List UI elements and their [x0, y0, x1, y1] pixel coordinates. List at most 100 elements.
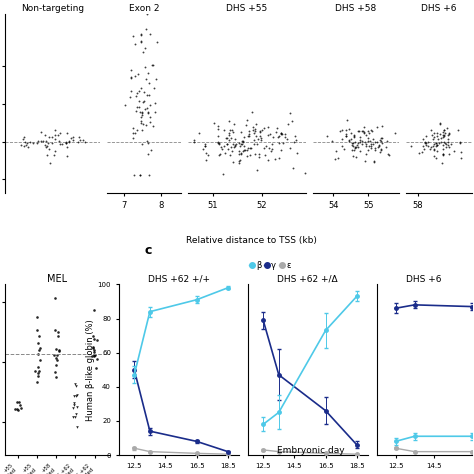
- Point: [269, 133, 276, 141]
- Point: [240, 142, 247, 150]
- Point: [255, 153, 263, 161]
- Point: [132, 108, 140, 115]
- Point: [367, 142, 375, 149]
- Point: [65, 137, 73, 145]
- Point: [121, 101, 129, 109]
- Point: [73, 392, 81, 399]
- Point: [138, 141, 146, 148]
- Point: [173, 135, 181, 142]
- Point: [62, 139, 70, 146]
- Legend: β, γ, ε: β, γ, ε: [246, 258, 294, 273]
- Point: [419, 143, 427, 150]
- Point: [144, 104, 151, 112]
- Point: [71, 401, 78, 409]
- Point: [440, 138, 447, 146]
- Point: [91, 346, 98, 354]
- Point: [227, 127, 234, 134]
- Point: [58, 140, 65, 147]
- Point: [35, 339, 42, 346]
- Point: [112, 137, 119, 144]
- Point: [264, 132, 272, 139]
- Point: [383, 137, 391, 145]
- Point: [35, 332, 43, 339]
- Point: [371, 138, 378, 146]
- Point: [235, 150, 242, 157]
- Point: [367, 145, 375, 152]
- Point: [65, 138, 73, 146]
- Point: [214, 138, 222, 146]
- Point: [450, 147, 457, 155]
- Point: [337, 128, 344, 135]
- Point: [376, 142, 383, 149]
- Point: [215, 151, 222, 159]
- Point: [430, 140, 438, 148]
- Point: [235, 158, 242, 165]
- Point: [350, 131, 358, 138]
- Point: [237, 150, 245, 157]
- Point: [374, 143, 382, 151]
- Point: [332, 155, 339, 163]
- Point: [348, 141, 356, 148]
- Point: [127, 74, 135, 82]
- Point: [150, 84, 158, 91]
- Point: [273, 124, 281, 131]
- Point: [41, 141, 49, 149]
- Point: [223, 141, 231, 148]
- Point: [430, 152, 438, 160]
- Point: [88, 352, 96, 360]
- Point: [264, 124, 272, 131]
- Point: [420, 145, 428, 153]
- Point: [260, 125, 268, 132]
- Point: [457, 154, 465, 161]
- Point: [439, 150, 447, 157]
- Point: [131, 40, 138, 47]
- Point: [286, 109, 293, 117]
- Point: [219, 170, 227, 178]
- Point: [241, 134, 248, 141]
- Point: [231, 142, 238, 149]
- Point: [90, 306, 98, 314]
- Point: [240, 146, 247, 154]
- Point: [378, 146, 385, 154]
- Point: [91, 352, 98, 359]
- Point: [428, 132, 435, 139]
- Point: [62, 138, 69, 146]
- Point: [33, 313, 41, 321]
- Point: [151, 99, 159, 106]
- Point: [356, 138, 364, 146]
- Point: [70, 136, 77, 143]
- Point: [48, 133, 56, 141]
- Point: [17, 404, 24, 411]
- Point: [53, 356, 61, 364]
- Point: [246, 151, 254, 159]
- Text: c: c: [145, 244, 152, 257]
- Point: [444, 141, 452, 148]
- Title: MEL: MEL: [47, 273, 67, 283]
- Point: [55, 347, 63, 355]
- Point: [71, 413, 79, 421]
- Point: [128, 66, 135, 73]
- Point: [137, 171, 144, 178]
- Point: [229, 128, 237, 136]
- Point: [438, 135, 445, 142]
- Point: [347, 129, 355, 137]
- Point: [428, 144, 435, 151]
- Point: [293, 149, 301, 157]
- Point: [361, 129, 368, 137]
- Point: [342, 130, 350, 137]
- Point: [14, 406, 21, 413]
- Point: [142, 25, 150, 33]
- Point: [362, 131, 370, 138]
- Point: [364, 128, 372, 135]
- Point: [255, 135, 262, 143]
- Point: [215, 140, 222, 148]
- Point: [354, 139, 362, 146]
- Point: [236, 142, 244, 149]
- Point: [264, 156, 272, 164]
- Point: [17, 141, 25, 148]
- Point: [348, 146, 356, 154]
- Point: [237, 140, 245, 148]
- Point: [72, 383, 79, 390]
- Point: [34, 137, 41, 145]
- Point: [268, 140, 275, 148]
